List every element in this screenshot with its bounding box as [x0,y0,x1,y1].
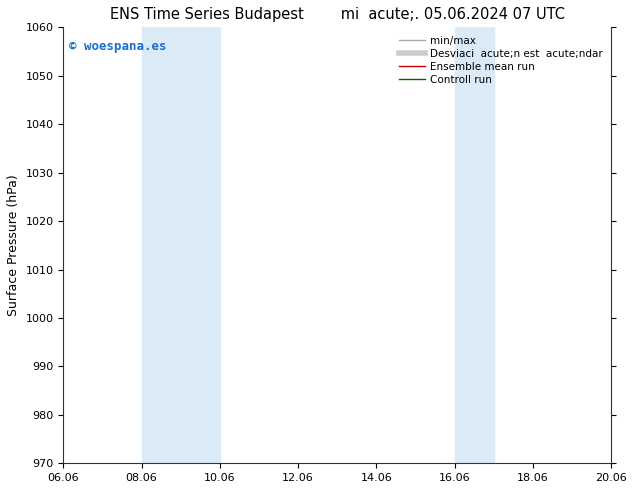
Title: ENS Time Series Budapest        mi  acute;. 05.06.2024 07 UTC: ENS Time Series Budapest mi acute;. 05.0… [110,7,565,22]
Y-axis label: Surface Pressure (hPa): Surface Pressure (hPa) [7,174,20,316]
Bar [141,27,220,464]
Bar [455,27,494,464]
Text: © woespana.es: © woespana.es [69,40,166,53]
Legend: min/max, Desviaci  acute;n est  acute;ndar, Ensemble mean run, Controll run: min/max, Desviaci acute;n est acute;ndar… [396,32,606,88]
